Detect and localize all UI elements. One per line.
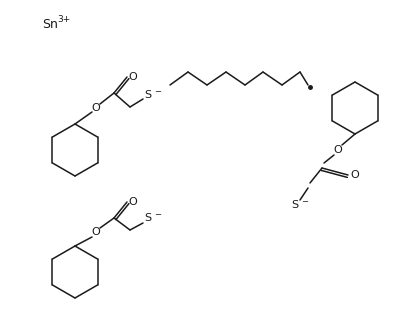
Text: 3+: 3+ [57, 16, 70, 25]
Text: O: O [334, 145, 342, 155]
Text: S: S [144, 90, 151, 100]
Text: O: O [129, 72, 137, 82]
Text: O: O [92, 103, 100, 113]
Text: O: O [351, 170, 359, 180]
Text: Sn: Sn [42, 17, 58, 30]
Text: S: S [292, 200, 299, 210]
Text: −: − [301, 198, 308, 206]
Text: S: S [144, 213, 151, 223]
Text: O: O [92, 227, 100, 237]
Text: O: O [129, 197, 137, 207]
Text: −: − [154, 87, 161, 97]
Text: −: − [154, 211, 161, 219]
